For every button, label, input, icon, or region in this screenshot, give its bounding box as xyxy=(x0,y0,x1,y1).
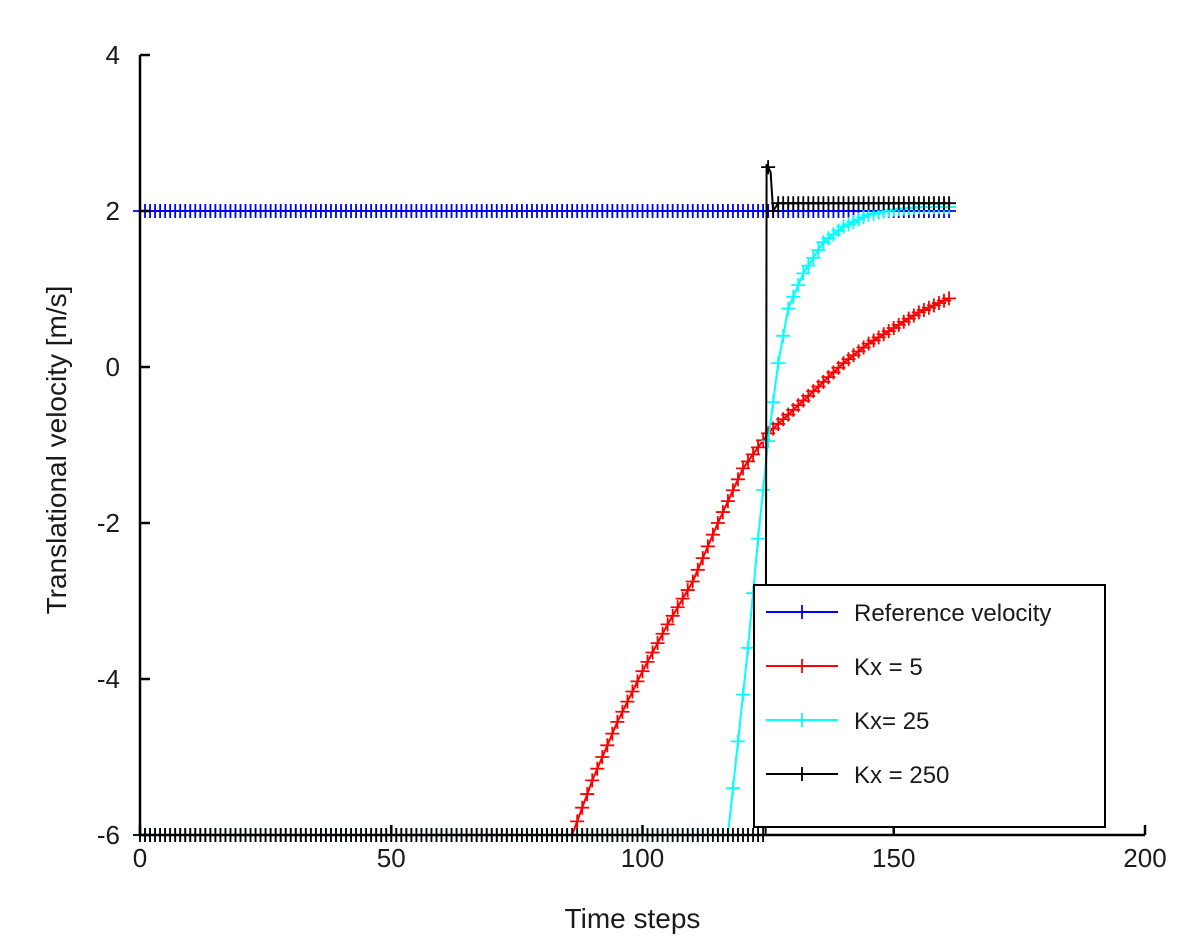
series-point-kx-250 xyxy=(942,196,957,211)
series-point-kx-5 xyxy=(620,694,635,709)
y-tick-label: 0 xyxy=(106,352,120,382)
series-point-kx-5 xyxy=(570,814,585,829)
series-point-kx-5 xyxy=(695,551,710,566)
series-point-kx-5 xyxy=(705,527,720,542)
series-point-kx-5 xyxy=(580,787,595,802)
series-point-kx-5 xyxy=(675,591,690,606)
series-point-kx-5 xyxy=(736,461,750,476)
series-point-kx-25 xyxy=(791,278,806,293)
series-point-kx-25 xyxy=(756,482,771,497)
series-point-kx-5 xyxy=(630,674,645,689)
y-tick-label: 2 xyxy=(106,196,120,226)
series-point-kx-25 xyxy=(736,687,750,702)
series-point-kx-5 xyxy=(725,483,740,498)
legend-marker-kx-25 xyxy=(795,713,809,727)
legend-label-kx-250: Kx = 250 xyxy=(854,762,949,789)
series-point-kx-5 xyxy=(710,516,725,530)
y-tick-label: 4 xyxy=(106,40,120,70)
y-axis-title: Translational velocity [m/s] xyxy=(41,286,72,615)
x-tick-label: 150 xyxy=(872,843,915,873)
series-point-kx-5 xyxy=(730,472,745,487)
series-point-kx-5 xyxy=(741,454,756,469)
series-point-kx-25 xyxy=(741,640,756,655)
ticks: 0 50 100 150 200 -6 -4 -2 0 2 4 xyxy=(97,40,1167,873)
series-point-kx-250 xyxy=(761,160,776,175)
series-point-kx-25 xyxy=(730,734,745,749)
x-axis-title: Time steps xyxy=(565,903,701,934)
legend-label-kx-5: Kx = 5 xyxy=(854,654,923,681)
series-point-kx-5 xyxy=(715,505,730,520)
series-point-kx-5 xyxy=(615,704,630,719)
series-point-kx-5 xyxy=(625,684,640,699)
series-point-kx-5 xyxy=(751,440,766,455)
legend-marker-kx-250 xyxy=(795,767,809,781)
series-point-kx-5 xyxy=(660,617,675,632)
legend-marker-reference-velocity xyxy=(795,605,809,619)
series-point-kx-5 xyxy=(640,654,655,669)
series-point-kx-25 xyxy=(725,781,740,796)
series-point-kx-25 xyxy=(801,258,816,273)
series-point-kx-5 xyxy=(720,494,735,509)
series-point-kx-25 xyxy=(811,243,826,257)
series-point-kx-25 xyxy=(751,531,766,546)
series-point-kx-5 xyxy=(600,738,615,753)
series-point-kx-5 xyxy=(670,600,685,615)
legend-box xyxy=(753,584,1106,828)
series-point-kx-25 xyxy=(761,434,776,449)
series-point-kx-5 xyxy=(585,773,600,788)
series-point-kx-25 xyxy=(806,250,821,265)
series-point-kx-25 xyxy=(781,301,796,316)
series-point-kx-5 xyxy=(665,608,680,623)
legend-marker-kx-5 xyxy=(795,659,809,673)
series-point-kx-25 xyxy=(771,356,786,371)
legend-label-kx-25: Kx= 25 xyxy=(854,708,929,735)
series-point-kx-5 xyxy=(685,574,700,589)
series-point-kx-25 xyxy=(766,395,781,410)
series-point-kx-5 xyxy=(746,447,761,462)
series-point-kx-5 xyxy=(590,761,605,776)
series-point-kx-5 xyxy=(645,645,660,660)
x-tick-label: 50 xyxy=(377,843,406,873)
series-point-kx-25 xyxy=(776,328,791,343)
series-point-kx-5 xyxy=(942,291,957,306)
series-point-kx-5 xyxy=(700,539,715,554)
series-point-kx-5 xyxy=(610,714,625,729)
series-point-kx-25 xyxy=(786,289,801,304)
series-point-kx-5 xyxy=(655,626,670,641)
series-point-kx-5 xyxy=(635,664,650,679)
series-point-kx-25 xyxy=(796,266,811,281)
x-tick-label: 200 xyxy=(1123,843,1166,873)
x-tick-label: 0 xyxy=(133,843,147,873)
y-tick-label: -4 xyxy=(97,664,120,694)
legend: Reference velocity Kx = 5 Kx= 25 Kx = 250 xyxy=(753,584,1106,828)
y-tick-label: -2 xyxy=(97,508,120,538)
series-point-kx-5 xyxy=(595,750,610,764)
series-point-kx-5 xyxy=(690,562,705,577)
legend-label-reference-velocity: Reference velocity xyxy=(854,600,1051,627)
x-tick-label: 100 xyxy=(621,843,664,873)
series-point-kx-250 xyxy=(766,204,781,218)
series-point-kx-5 xyxy=(650,636,665,651)
y-tick-label: -6 xyxy=(97,820,120,850)
series-point-kx-5 xyxy=(575,800,590,815)
series-point-kx-5 xyxy=(680,583,695,598)
series-point-kx-5 xyxy=(605,726,620,741)
